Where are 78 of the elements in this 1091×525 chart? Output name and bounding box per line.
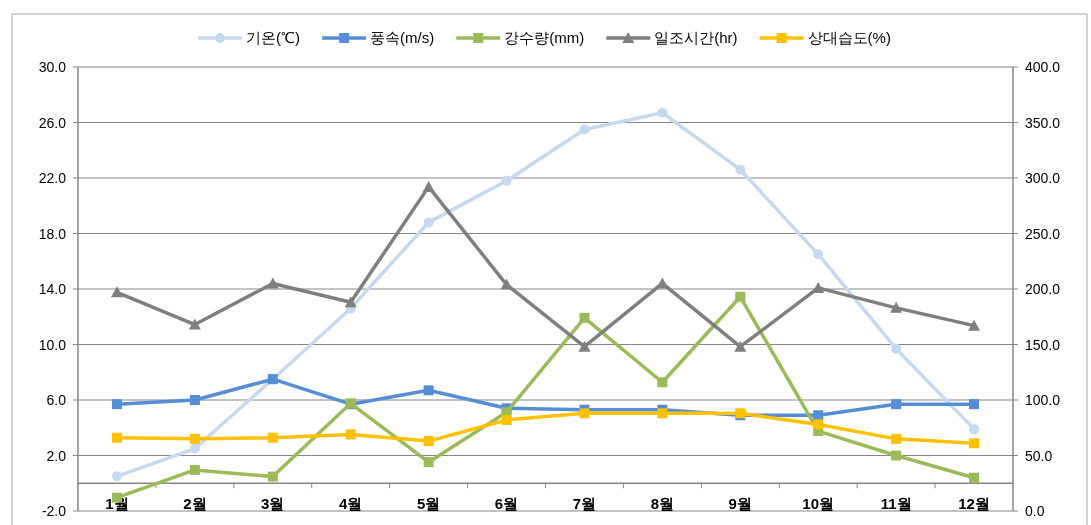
y2-tick-label: 50.0 (1025, 447, 1053, 464)
point (968, 319, 981, 331)
point (111, 432, 122, 443)
point (969, 399, 980, 410)
legend-label: 기온(℃) (246, 29, 301, 46)
y2-tick-label: 100.0 (1025, 392, 1061, 408)
point (891, 399, 902, 410)
y-tick-label: 2.0 (46, 447, 67, 464)
point (422, 180, 435, 192)
x-tick-label: 5월 (416, 495, 441, 512)
point (267, 432, 278, 443)
point (891, 343, 902, 354)
point (423, 385, 434, 396)
point (735, 164, 746, 175)
point (189, 433, 200, 444)
point (111, 399, 122, 410)
x-tick-label: 6월 (494, 495, 519, 512)
point (813, 249, 824, 260)
x-tick-label: 11월 (880, 495, 912, 512)
y-tick-label: 30.0 (38, 59, 67, 75)
y-tick-label: 18.0 (38, 225, 67, 242)
y-tick-label: 26.0 (38, 114, 67, 131)
point (813, 410, 824, 421)
point (423, 457, 434, 468)
point (579, 408, 590, 419)
point (657, 107, 668, 118)
point (579, 312, 590, 323)
point (267, 471, 278, 482)
point (578, 340, 591, 352)
x-tick-label: 8월 (650, 495, 675, 512)
point (344, 296, 357, 308)
point (657, 377, 668, 388)
point (423, 436, 434, 447)
x-tick-label: 2월 (183, 495, 207, 512)
x-tick-label: 3월 (261, 495, 285, 512)
y2-tick-label: 150.0 (1025, 336, 1061, 353)
y-tick-label: 22.0 (38, 170, 67, 186)
legend-label: 일조시간(hr) (654, 29, 738, 46)
y2-tick-label: 0.0 (1025, 503, 1045, 519)
point (111, 471, 122, 482)
x-tick-label: 4월 (339, 495, 363, 512)
point (423, 217, 434, 228)
y2-tick-label: 400.0 (1025, 59, 1061, 75)
point (501, 175, 512, 186)
point (891, 433, 902, 444)
point (189, 464, 200, 475)
legend-label: 풍속(m/s) (370, 29, 435, 46)
point (969, 438, 980, 449)
point (891, 450, 902, 461)
y-tick-label: -2.0 (41, 503, 67, 519)
point (657, 408, 668, 419)
point (189, 443, 200, 454)
x-tick-label: 9월 (728, 495, 752, 512)
x-tick-label: 7월 (572, 495, 597, 512)
legend-label: 강수량(mm) (504, 29, 585, 46)
y-tick-label: 6.0 (46, 392, 67, 408)
y2-tick-label: 250.0 (1025, 225, 1061, 242)
point (501, 414, 512, 425)
point (266, 277, 279, 289)
y2-tick-label: 300.0 (1025, 170, 1061, 186)
point (110, 286, 123, 298)
x-tick-label: 10월 (802, 495, 835, 512)
y2-tick-label: 200.0 (1025, 281, 1061, 297)
legend-label: 상대습도(%) (807, 29, 891, 46)
point (969, 472, 980, 483)
x-tick-label: 12월 (958, 495, 990, 512)
point (189, 395, 200, 405)
point (188, 318, 201, 330)
point (579, 124, 590, 135)
point (735, 291, 746, 302)
y-tick-label: 14.0 (38, 281, 67, 297)
y-tick-label: 10.0 (38, 336, 67, 353)
point (813, 419, 824, 430)
point (969, 424, 980, 435)
point (734, 340, 747, 352)
y2-tick-label: 350.0 (1025, 114, 1061, 131)
point (345, 429, 356, 440)
point (890, 301, 903, 313)
